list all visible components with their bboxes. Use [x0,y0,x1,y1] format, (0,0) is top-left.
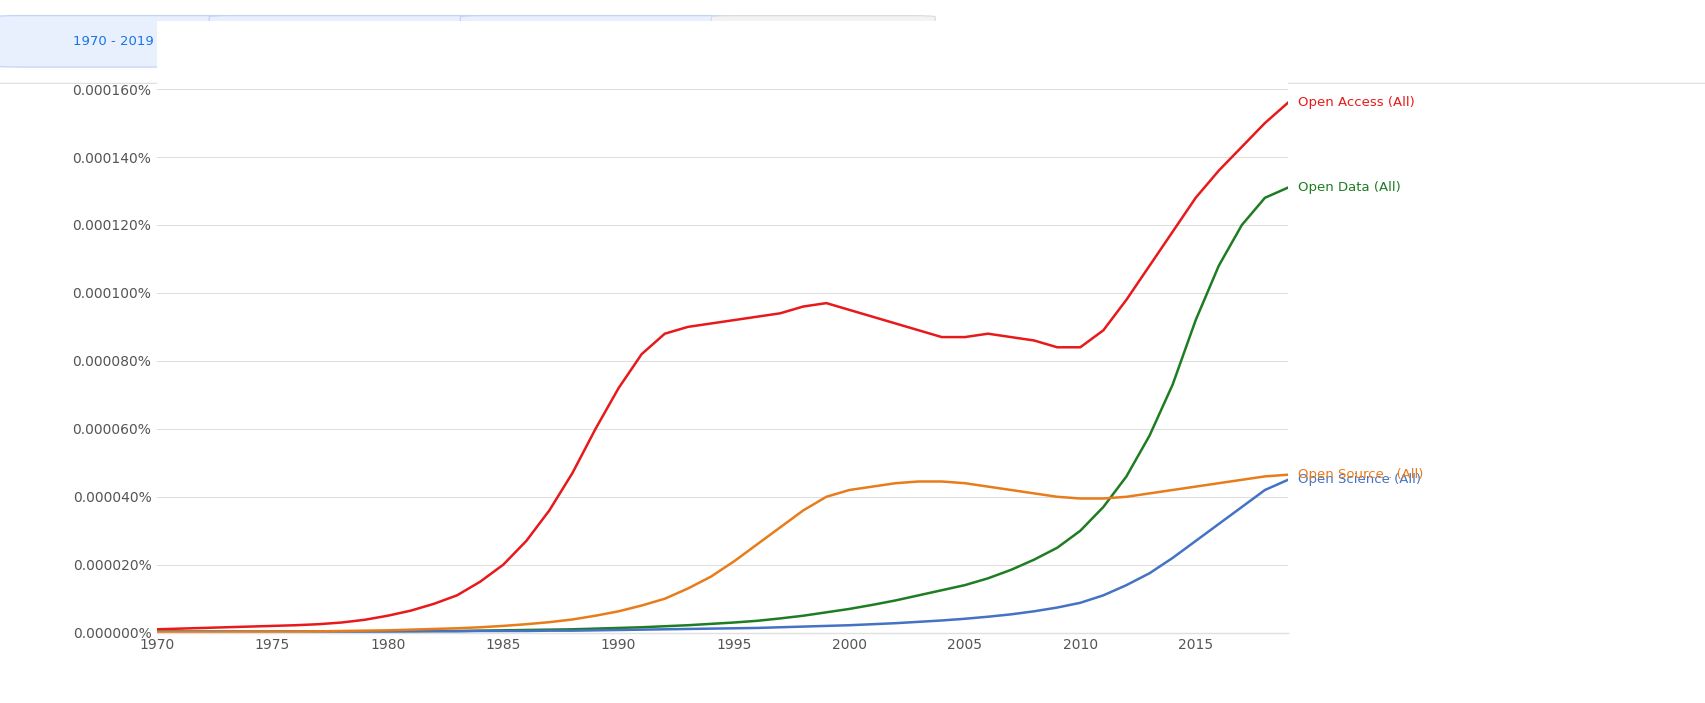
FancyBboxPatch shape [711,15,934,67]
Text: English (2019) ▾: English (2019) ▾ [298,35,406,48]
Text: Case-Insensitive: Case-Insensitive [547,35,656,48]
Text: Open Science (All): Open Science (All) [1298,473,1420,486]
Text: Open Access (All): Open Access (All) [1298,96,1413,109]
FancyBboxPatch shape [0,15,244,67]
Text: Open Data (All): Open Data (All) [1298,181,1400,194]
FancyBboxPatch shape [460,15,745,67]
Text: 1970 - 2019 ▾: 1970 - 2019 ▾ [73,35,165,48]
Text: Smoothing ▾: Smoothing ▾ [781,35,864,48]
FancyBboxPatch shape [210,15,494,67]
Text: Open Source . (All): Open Source . (All) [1298,468,1422,481]
